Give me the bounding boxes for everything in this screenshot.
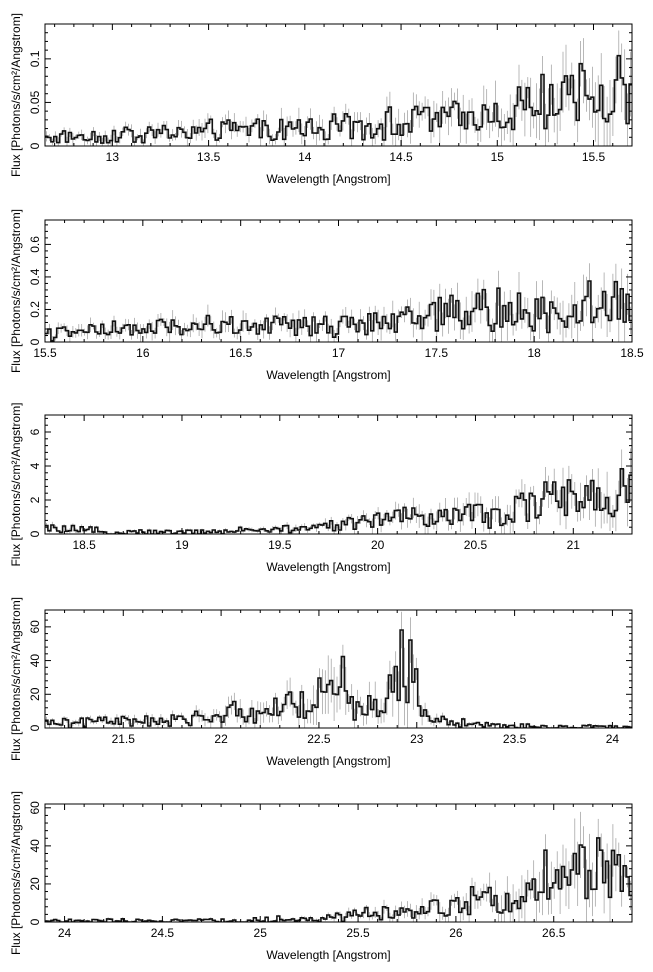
panel-4-frame (44, 609, 633, 729)
panel-5-y-tick-label: 60 (28, 801, 42, 815)
panel-2-x-tick-label: 15.5 (33, 346, 57, 360)
panel-1-y-tick-label: 0.1 (28, 50, 42, 67)
panel-3-x-tick-label: 21 (567, 538, 581, 552)
panel-2-x-tick-label: 18 (527, 346, 541, 360)
panel-3-x-axis-title: Wavelength [Angstrom] (266, 560, 390, 574)
panel-1-y-axis-title: Flux [Photons/s/cm²/Angstrom] (9, 13, 23, 177)
panel-4-error-bars (46, 611, 631, 728)
panel-4-y-axis: 0 20 40 60 (28, 612, 632, 731)
panel-4-series-line (45, 629, 632, 728)
panel-4-y-tick-label: 40 (28, 654, 42, 668)
panel-4: 21.5 22 22.5 23 23.5 24 0 20 40 60 Wavelength [Ang… (9, 597, 633, 768)
panel-1-y-tick-label: 0.05 (28, 90, 42, 114)
panel-5-x-tick-label: 25.5 (346, 926, 370, 940)
panel-2-x-tick-label: 17 (332, 346, 346, 360)
panel-4-x-tick-label: 21.5 (112, 732, 136, 746)
panel-4-y-tick-label: 0 (28, 724, 42, 731)
panel-3-x-tick-label: 19.5 (268, 538, 292, 552)
panel-3-y-axis-title: Flux [Photons/s/cm²/Angstrom] (9, 402, 23, 566)
panel-2-x-tick-label: 16.5 (229, 346, 253, 360)
panel-2-x-tick-label: 17.5 (425, 346, 449, 360)
panel-1-series-line (45, 54, 632, 144)
panel-2-x-tick-label: 16 (136, 346, 150, 360)
panel-2-x-axis-title: Wavelength [Angstrom] (266, 368, 390, 382)
panel-2-x-axis: 15.5 16 16.5 17 17.5 18 18.5 (33, 220, 644, 360)
panel-5-y-tick-label: 20 (28, 877, 42, 891)
panel-4-y-tick-label: 60 (28, 620, 42, 634)
panel-5-error-bars (46, 811, 631, 922)
panel-5-x-tick-label: 24 (58, 926, 72, 940)
panel-5-y-axis-title: Flux [Photons/s/cm²/Angstrom] (9, 791, 23, 955)
panel-5-y-axis: 0 20 40 60 (28, 801, 632, 925)
panel-5-x-axis: 24 24.5 25 25.5 26 26.5 (44, 804, 633, 940)
panel-3-y-tick-label: 2 (28, 496, 42, 503)
panel-4-x-axis: 21.5 22 22.5 23 23.5 24 (44, 610, 633, 746)
panel-3-y-tick-label: 4 (28, 462, 42, 469)
panel-1-x-tick-label: 14 (298, 150, 312, 164)
panel-4-y-tick-label: 20 (28, 687, 42, 701)
panel-3-x-tick-label: 20.5 (464, 538, 488, 552)
panel-4-x-tick-label: 23.5 (503, 732, 527, 746)
panel-2-y-axis-title: Flux [Photons/s/cm²/Angstrom] (9, 209, 23, 373)
panel-5: 24 24.5 25 25.5 26 26.5 0 20 40 60 Wavelength [Ang… (9, 791, 633, 962)
panel-5-series-line (45, 837, 632, 922)
panel-3-x-axis: 18.5 19 19.5 20 20.5 21 (44, 415, 633, 552)
panel-5-x-tick-label: 26 (449, 926, 463, 940)
panel-1-x-axis-title: Wavelength [Angstrom] (266, 172, 390, 186)
panel-2-y-tick-label: 0 (28, 338, 42, 345)
panel-1-x-tick-label: 13.5 (197, 150, 221, 164)
panel-1-x-tick-label: 13 (106, 150, 120, 164)
panel-2-y-tick-label: 0.2 (28, 301, 42, 318)
panel-4-y-axis-title: Flux [Photons/s/cm²/Angstrom] (9, 597, 23, 761)
panel-1-y-axis: 0 0.05 0.1 (28, 23, 632, 149)
panel-3-x-tick-label: 20 (371, 538, 385, 552)
panel-3-error-bars (46, 448, 631, 534)
panel-3: 18.5 19 19.5 20 20.5 21 0 2 4 6 Wavelength [Angstr… (9, 402, 633, 574)
panel-5-x-axis-title: Wavelength [Angstrom] (266, 948, 390, 962)
panel-4-x-tick-label: 24 (606, 732, 620, 746)
panel-1: 13 13.5 14 14.5 15 15.5 0 0.05 0.1 Wavelength [An… (9, 13, 633, 186)
panel-3-frame (44, 414, 633, 535)
panel-5-x-tick-label: 25 (254, 926, 268, 940)
panel-1-x-tick-label: 14.5 (389, 150, 413, 164)
panel-3-y-tick-label: 0 (28, 530, 42, 537)
panel-2-x-tick-label: 18.5 (620, 346, 644, 360)
panel-4-x-tick-label: 22.5 (307, 732, 331, 746)
panel-5-y-tick-label: 40 (28, 839, 42, 853)
panel-1-x-tick-label: 15.5 (582, 150, 606, 164)
panel-3-series-line (45, 468, 632, 534)
panel-3-y-axis: 0 2 4 6 (28, 417, 632, 537)
panel-4-x-axis-title: Wavelength [Angstrom] (266, 754, 390, 768)
panel-5-x-tick-label: 24.5 (151, 926, 175, 940)
panel-5-y-tick-label: 0 (28, 918, 42, 925)
panel-1-x-axis: 13 13.5 14 14.5 15 15.5 (54, 24, 633, 164)
panel-1-x-tick-label: 15 (491, 150, 505, 164)
panel-5-x-tick-label: 26.5 (542, 926, 566, 940)
panel-3-y-tick-label: 6 (28, 428, 42, 435)
panel-1-y-tick-label: 0 (28, 142, 42, 149)
panel-3-x-tick-label: 18.5 (72, 538, 96, 552)
panel-2: 15.5 16 16.5 17 17.5 18 18.5 0 0.2 0.4 0.6 Waveleng… (9, 209, 644, 382)
panel-2-series-line (45, 280, 632, 342)
panel-3-x-tick-label: 19 (175, 538, 189, 552)
panel-2-y-tick-label: 0.6 (28, 236, 42, 253)
panel-4-x-tick-label: 22 (214, 732, 228, 746)
panel-4-x-tick-label: 23 (410, 732, 424, 746)
panel-2-y-axis: 0 0.2 0.4 0.6 (28, 224, 632, 345)
panel-2-y-tick-label: 0.4 (28, 268, 42, 285)
